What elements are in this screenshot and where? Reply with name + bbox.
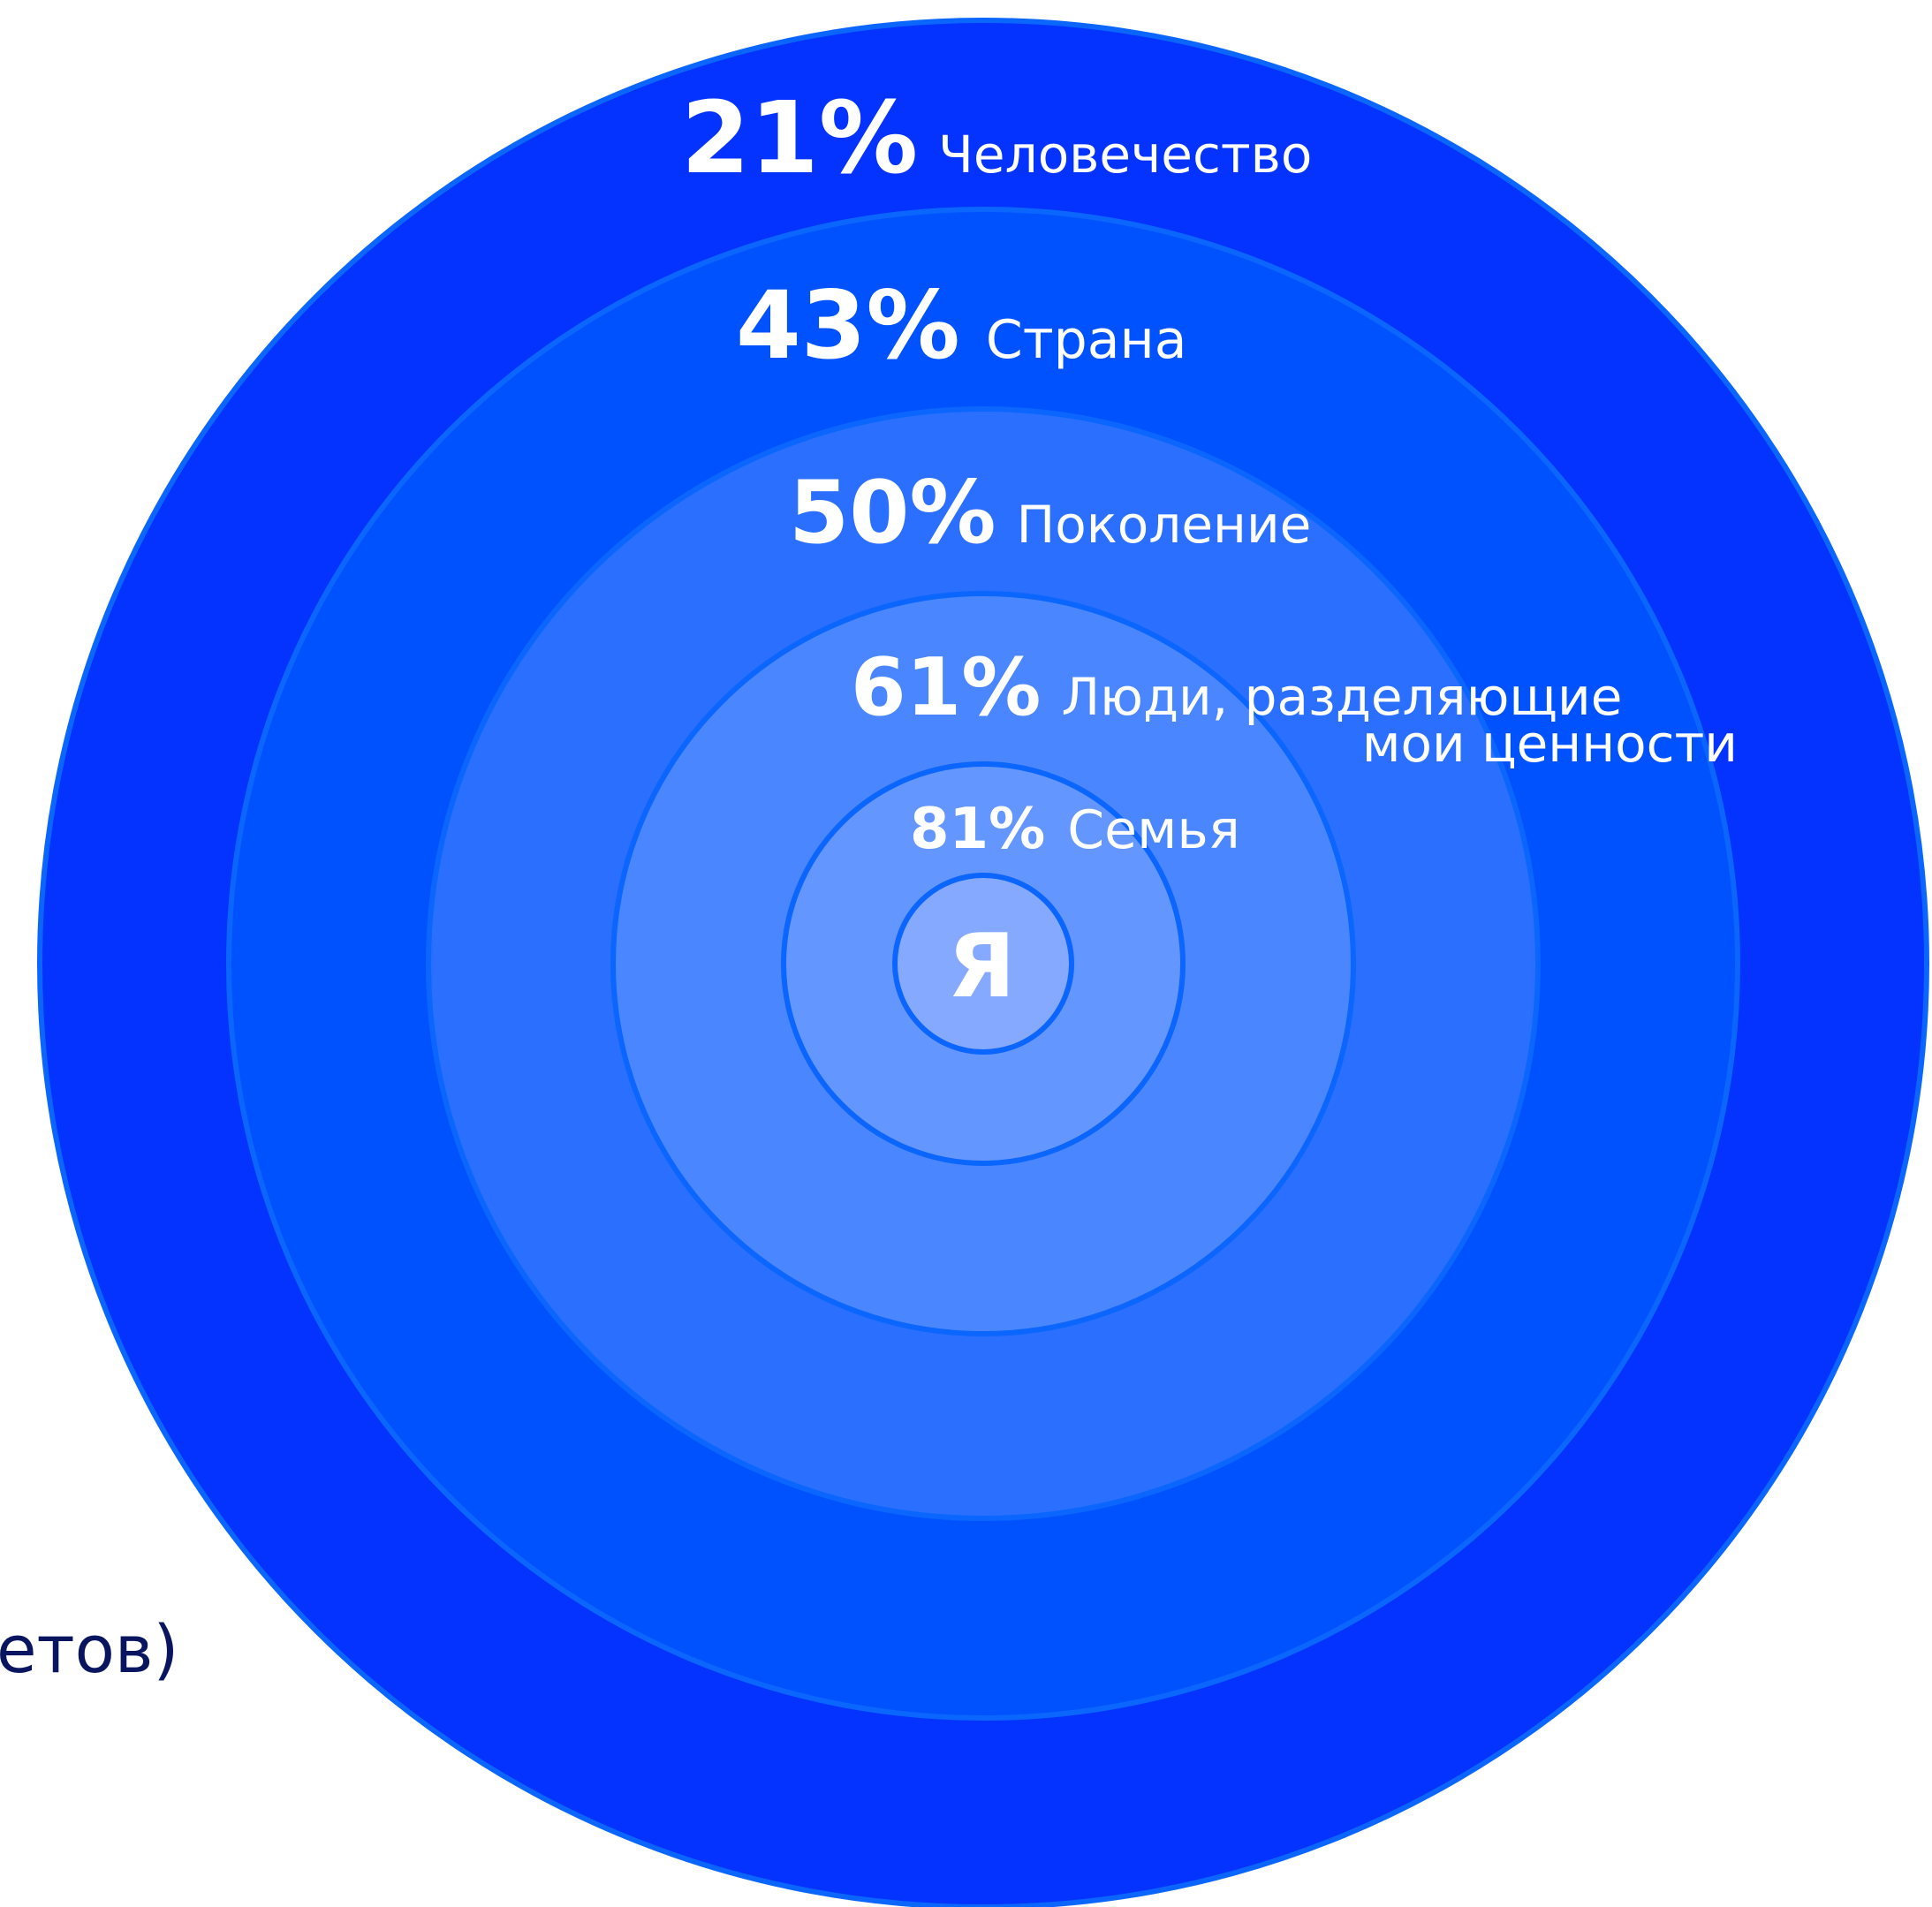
percent: 21% bbox=[681, 81, 918, 196]
ring-label: 43% Страна bbox=[736, 271, 1187, 380]
label: Люди, разделяющие bbox=[1062, 667, 1623, 727]
percent: 61% bbox=[851, 641, 1041, 734]
ring-label: 21% Человечество bbox=[681, 81, 1312, 196]
percent: 81% bbox=[910, 797, 1045, 862]
label: Человечество bbox=[938, 125, 1312, 185]
ring-label: 81% Семья bbox=[910, 797, 1240, 862]
center-label: Я bbox=[947, 914, 1015, 1018]
ring-label: 50% Поколение bbox=[789, 463, 1311, 564]
label: Поколение bbox=[1017, 495, 1312, 555]
side-fragment: етов) bbox=[0, 1612, 178, 1688]
label-line2: мои ценности bbox=[1362, 714, 1738, 774]
percent: 50% bbox=[789, 463, 996, 564]
ring-self bbox=[892, 873, 1074, 1055]
label: Семья bbox=[1067, 799, 1240, 861]
percent: 43% bbox=[736, 271, 960, 380]
ring-label: 61% Люди, разделяющие bbox=[851, 641, 1622, 734]
label: Страна bbox=[986, 309, 1187, 371]
